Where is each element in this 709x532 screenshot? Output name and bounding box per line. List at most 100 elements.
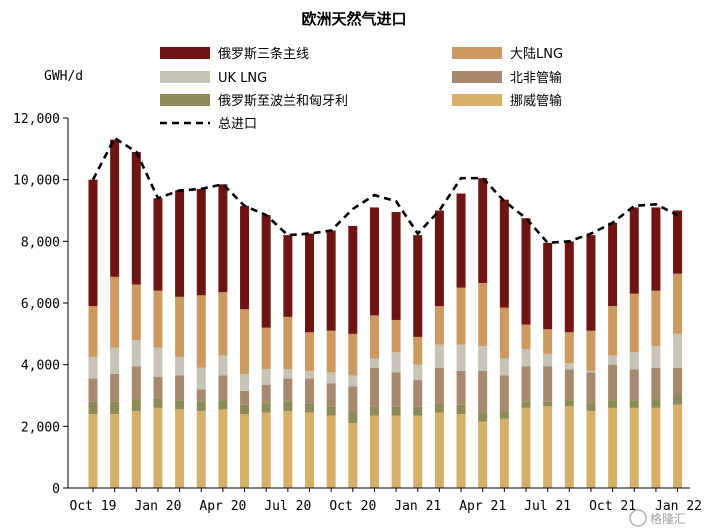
bar-segment-s4-4 (175, 296, 185, 357)
y-tick-label: 0 (52, 482, 60, 497)
y-tick-label: 2,000 (21, 420, 60, 435)
bar-segment-s4-25 (629, 293, 639, 353)
legend-item: 北非管输 (452, 70, 562, 86)
legend-swatch (452, 71, 502, 83)
bar-segment-s5-11 (326, 230, 336, 331)
bar-segment-s4-13 (369, 315, 379, 359)
bar-segment-s5-10 (305, 233, 314, 333)
bar-segment-s0-3 (153, 407, 163, 488)
bar-segment-s2-1 (110, 373, 120, 402)
bar-segment-s3-25 (629, 352, 639, 370)
y-axis-label: GWH/d (44, 69, 83, 84)
bar-segment-s1-22 (564, 400, 574, 407)
legend-item: 俄罗斯三条主线 (160, 46, 309, 62)
bar-segment-s2-17 (456, 370, 466, 405)
y-tick-label: 8,000 (21, 235, 60, 250)
bar-segment-s0-5 (196, 410, 206, 488)
bar-segment-s0-23 (586, 410, 596, 488)
bar-segment-s3-19 (499, 358, 509, 376)
bar-segment-s0-4 (175, 409, 185, 489)
bar-segment-s2-27 (673, 367, 683, 396)
bar-segment-s5-15 (413, 235, 423, 337)
bar-segment-s5-21 (543, 242, 553, 330)
bar-segment-s0-22 (564, 406, 574, 488)
bar-segment-s1-24 (608, 400, 618, 408)
bar-segment-s2-5 (196, 389, 206, 402)
bar-segment-s5-8 (261, 215, 271, 328)
bar-segment-s3-13 (369, 358, 379, 368)
bar-segment-s0-20 (521, 407, 531, 488)
bar-segment-s2-18 (478, 370, 488, 413)
bar-segment-s1-2 (131, 398, 141, 411)
bar-segment-s4-10 (305, 332, 314, 371)
legend-label: 挪威管输 (510, 93, 562, 109)
bar-segment-s3-10 (305, 370, 314, 379)
y-tick-label: 4,000 (21, 359, 60, 374)
bar-segment-s5-23 (586, 235, 596, 331)
bar-segment-s4-5 (196, 295, 206, 368)
bar-segment-s1-17 (456, 404, 466, 414)
bar-segment-s0-18 (478, 421, 488, 488)
bar-segment-s3-0 (88, 356, 98, 379)
bar-segment-s3-14 (391, 352, 401, 373)
bar-segment-s5-5 (196, 188, 206, 296)
bar-segment-s3-5 (196, 367, 206, 390)
bar-segment-s2-8 (261, 384, 271, 404)
bar-segment-s2-24 (608, 364, 618, 401)
bar-segment-s0-15 (413, 415, 423, 488)
bar-segment-s5-20 (521, 218, 531, 325)
legend-swatch (160, 71, 210, 83)
bar-segment-s4-19 (499, 307, 509, 359)
bar-segment-s4-7 (240, 309, 250, 374)
x-tick-label: Oct 21 (589, 499, 636, 514)
bar-segment-s0-17 (456, 414, 466, 488)
bar-segment-s2-9 (283, 378, 293, 402)
chart-title: 欧洲天然气进口 (301, 10, 406, 28)
bar-segment-s1-1 (110, 401, 120, 414)
legend-label: UK LNG (218, 71, 267, 86)
bar-segment-s2-19 (499, 375, 509, 411)
bar-segment-s3-22 (564, 363, 574, 370)
bar-segment-s2-20 (521, 366, 531, 402)
x-tick-label: Jul 20 (264, 499, 311, 514)
bar-segment-s1-11 (326, 406, 336, 416)
bar-segment-s2-14 (391, 372, 401, 407)
y-tick-label: 10,000 (13, 174, 60, 189)
bar-segment-s3-8 (261, 369, 271, 385)
bar-segment-s3-9 (283, 369, 293, 379)
legend-swatch (160, 94, 210, 106)
bar-segment-s1-14 (391, 406, 401, 416)
legend-swatch (452, 47, 502, 59)
y-tick-label: 12,000 (13, 112, 60, 127)
legend-item: 大陆LNG (452, 46, 563, 62)
bar-segment-s2-12 (348, 386, 358, 413)
bar-segment-s4-6 (218, 292, 228, 356)
bar-segment-s5-14 (391, 212, 401, 320)
bar-segment-s4-0 (88, 306, 98, 357)
bar-segment-s2-4 (175, 375, 185, 401)
bar-segment-s0-24 (608, 407, 618, 488)
bar-segment-s5-7 (240, 205, 250, 310)
bar-segment-s2-6 (218, 375, 228, 401)
bar-segment-s3-20 (521, 349, 531, 367)
bar-segment-s0-25 (629, 407, 639, 488)
bar-segment-s2-22 (564, 369, 574, 401)
bar-segment-s4-1 (110, 276, 120, 348)
bar-segment-s0-0 (88, 414, 98, 488)
bar-segment-s3-24 (608, 355, 618, 365)
bar-segment-s3-26 (651, 346, 661, 368)
bar-segment-s2-10 (305, 378, 314, 404)
x-tick-label: Jan 21 (394, 499, 441, 514)
watermark-logo-icon (629, 509, 647, 527)
bar-segment-s5-27 (673, 210, 683, 274)
bar-segment-s3-4 (175, 356, 185, 376)
bar-segment-s3-16 (434, 344, 444, 368)
bar-segment-s1-12 (348, 412, 358, 424)
bar-segment-s4-3 (153, 290, 163, 348)
total-import-line (91, 136, 679, 245)
bar-segment-s0-1 (110, 414, 120, 488)
bar-segment-s5-25 (629, 207, 639, 294)
bar-segment-s0-10 (305, 412, 314, 488)
bar-segment-s2-25 (629, 369, 639, 401)
